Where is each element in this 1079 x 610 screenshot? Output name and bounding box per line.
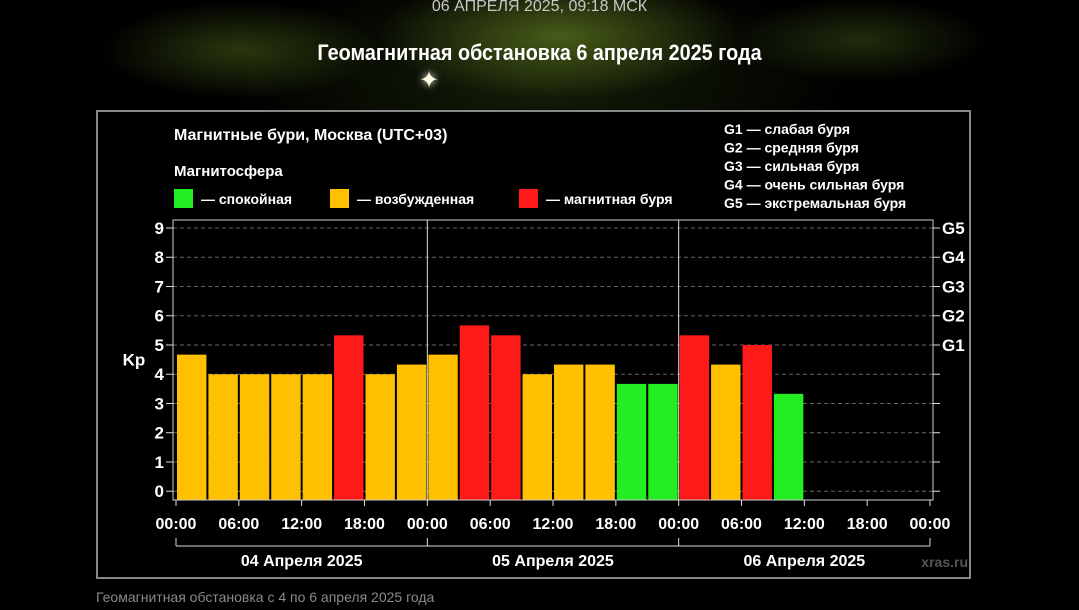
g-level-label: G4: [942, 248, 965, 267]
kp-bar: [396, 364, 427, 500]
y-tick-label: 0: [155, 482, 164, 501]
kp-bar: [679, 335, 710, 500]
y-tick-label: 6: [155, 307, 164, 326]
legend-swatch-storm: [519, 189, 538, 208]
storm-scale-item: G5 — экстремальная буря: [724, 195, 906, 211]
y-tick-label: 2: [155, 424, 164, 443]
g-level-label: G3: [942, 277, 965, 296]
chart-title: Магнитные бури, Москва (UTC+03): [174, 127, 447, 144]
y-tick-label: 3: [155, 394, 164, 413]
x-tick-label: 00:00: [156, 516, 197, 533]
kp-bar: [208, 374, 238, 500]
kp-bar: [334, 335, 364, 500]
storm-scale-legend: G1 — слабая буря G2 — средняя буря G3 — си…: [724, 121, 906, 211]
kp-bar: [773, 393, 804, 500]
x-tick-label: 12:00: [784, 516, 825, 533]
x-tick-label: 12:00: [533, 516, 574, 533]
x-tick-label: 12:00: [281, 516, 322, 533]
y-tick-label: 5: [155, 336, 164, 355]
y-tick-label: 4: [155, 365, 165, 384]
x-tick-label: 06:00: [218, 516, 259, 533]
kp-bar: [428, 354, 458, 500]
legend: — спокойная — возбужденная — магнитная бур…: [174, 189, 673, 208]
day-label: 06 Апреля 2025: [743, 553, 865, 570]
star-icon: ✦: [419, 67, 440, 94]
page-title: Геомагнитная обстановка 6 апреля 2025 го…: [317, 40, 762, 65]
figure-caption: Геомагнитная обстановка с 4 по 6 апреля …: [96, 589, 435, 605]
day-label: 04 Апреля 2025: [241, 553, 363, 570]
storm-scale-item: G1 — слабая буря: [724, 121, 850, 137]
storm-scale-item: G3 — сильная буря: [724, 158, 859, 174]
legend-swatch-quiet: [174, 189, 193, 208]
y-tick-label: 7: [155, 277, 164, 296]
x-tick-label: 00:00: [658, 516, 699, 533]
kp-bar: [585, 364, 615, 500]
x-tick-label: 06:00: [721, 516, 762, 533]
day-label: 05 Апреля 2025: [492, 553, 614, 570]
kp-bar: [365, 374, 395, 500]
y-axis-label: Kp: [123, 351, 146, 370]
current-datetime: 06 АПРЕЛЯ 2025, 09:18 МСК: [431, 0, 648, 15]
x-tick-label: 00:00: [910, 516, 951, 533]
chart-subtitle: Магнитосфера: [174, 163, 283, 180]
kp-bar: [459, 325, 490, 500]
y-tick-label: 9: [155, 219, 164, 238]
kp-bar: [302, 374, 333, 500]
axes: 0 1 2 3 4 5 6 7 8 9 G1 G2 G3 G4 G5 Kp 00:00 06:00 12:00 18:…: [123, 219, 966, 570]
kp-bar: [271, 374, 301, 500]
watermark: xras.ru: [921, 554, 968, 570]
x-tick-label: 18:00: [847, 516, 888, 533]
kp-bar: [711, 364, 741, 500]
legend-swatch-excited: [330, 189, 349, 208]
g-level-label: G1: [942, 336, 965, 355]
g-level-label: G5: [942, 219, 965, 238]
kp-bar: [522, 374, 552, 500]
y-tick-label: 1: [155, 453, 164, 472]
kp-bar: [648, 383, 678, 500]
legend-label: — магнитная буря: [546, 191, 673, 207]
kp-bar: [239, 374, 270, 500]
legend-label: — возбужденная: [357, 191, 474, 207]
storm-scale-item: G4 — очень сильная буря: [724, 177, 904, 193]
legend-label: — спокойная: [201, 191, 292, 207]
x-tick-label: 06:00: [470, 516, 511, 533]
kp-bar: [177, 354, 207, 500]
kp-bar: [491, 335, 521, 500]
x-tick-label: 00:00: [407, 516, 448, 533]
x-tick-label: 18:00: [344, 516, 385, 533]
x-tick-label: 18:00: [595, 516, 636, 533]
y-tick-label: 8: [155, 248, 164, 267]
bars: [177, 325, 804, 500]
kp-bar: [554, 364, 584, 500]
kp-bar: [616, 383, 647, 500]
kp-bar: [742, 344, 772, 500]
storm-scale-item: G2 — средняя буря: [724, 140, 859, 156]
g-level-label: G2: [942, 307, 965, 326]
